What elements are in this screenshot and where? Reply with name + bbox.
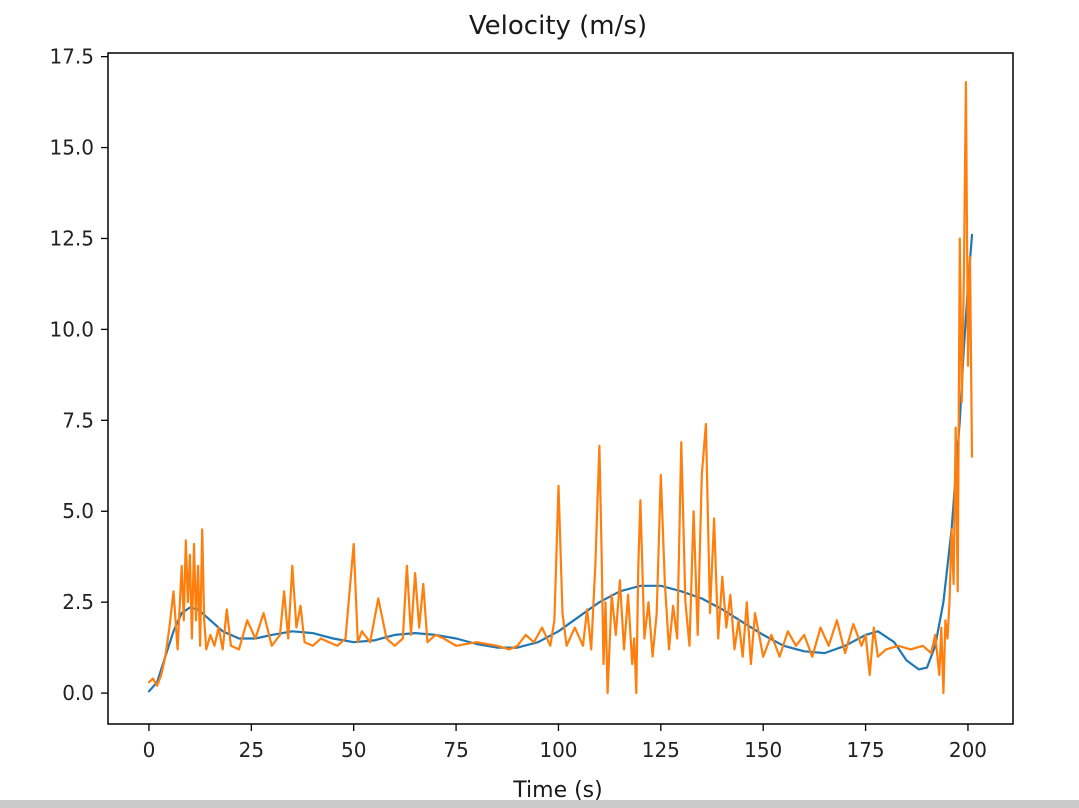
x-tick-label: 150 (744, 738, 782, 762)
x-tick-label: 75 (443, 738, 468, 762)
axes-frame (107, 52, 1014, 725)
x-tick-label: 50 (341, 738, 366, 762)
y-tick-label: 7.5 (62, 408, 94, 432)
x-tick-label: 0 (143, 738, 156, 762)
x-tick-label: 100 (539, 738, 577, 762)
x-tick-label: 25 (239, 738, 264, 762)
y-tick-label: 5.0 (62, 499, 94, 523)
y-tick-label: 10.0 (49, 317, 94, 341)
x-axis-label: Time (s) (512, 778, 602, 800)
series-line-raw (147, 80, 974, 695)
chart-title: Velocity (m/s) (469, 11, 647, 41)
x-tick-label: 175 (846, 738, 884, 762)
y-tick-label: 2.5 (62, 590, 94, 614)
x-axis: 0 25 50 75 100 125 150 175 200 (143, 724, 987, 762)
series-line-smooth (147, 233, 974, 693)
window-bottom-border (0, 800, 1079, 808)
y-tick-label: 15.0 (49, 136, 94, 160)
y-tick-label: 12.5 (49, 226, 94, 250)
y-axis: 0.0 2.5 5.0 7.5 10.0 12.5 15.0 17.5 (49, 45, 108, 705)
plot-area (147, 80, 974, 695)
y-tick-label: 0.0 (62, 681, 94, 705)
x-tick-label: 125 (642, 738, 680, 762)
y-tick-label: 17.5 (49, 45, 94, 69)
x-tick-label: 200 (949, 738, 987, 762)
